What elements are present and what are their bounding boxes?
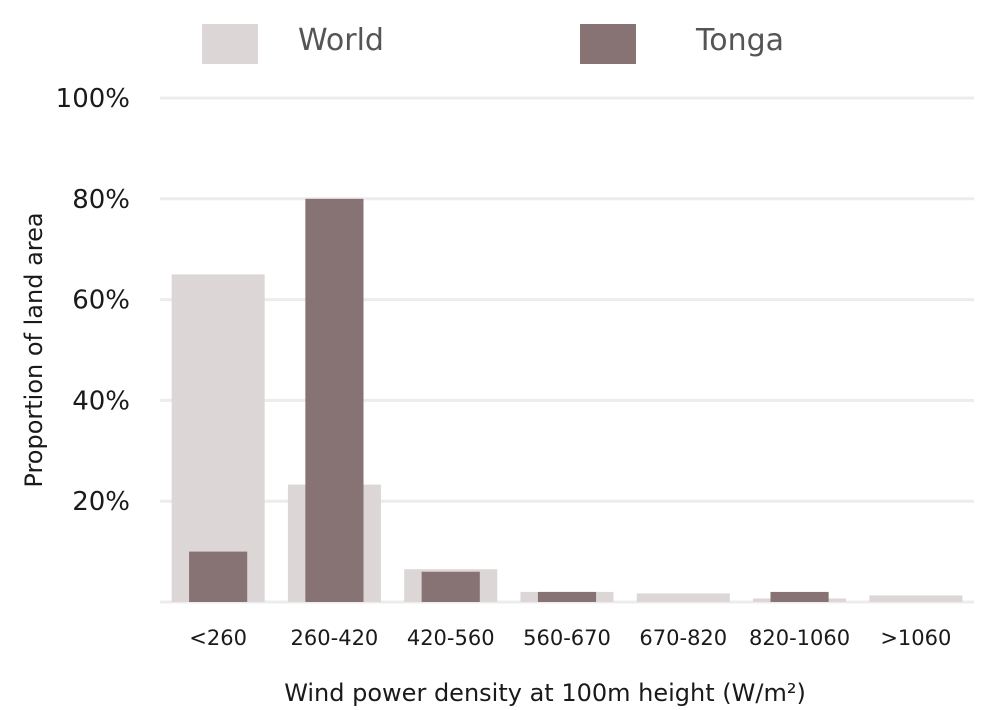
y-tick-label: 80%: [72, 185, 130, 215]
y-axis-title: Proportion of land area: [20, 212, 48, 487]
bar-world: [636, 593, 730, 602]
x-axis-ticks: <260 260-420 420-560 560-670 670-820 820-1060…: [189, 626, 951, 650]
bar-tonga: [537, 591, 597, 602]
x-tick-label: 820-1060: [749, 626, 850, 650]
x-tick-label: >1060: [880, 626, 951, 650]
bar-world: [869, 595, 963, 602]
y-tick-label: 40%: [72, 386, 130, 416]
x-tick-label: 670-820: [639, 626, 727, 650]
x-tick-label: 260-420: [291, 626, 379, 650]
bar-tonga: [421, 571, 480, 602]
legend-swatch-world: [202, 24, 258, 64]
tonga-series-bars: [189, 198, 829, 603]
gridlines: [160, 96, 974, 604]
y-tick-label: 100%: [56, 84, 130, 114]
legend-swatch-tonga: [580, 24, 636, 64]
legend-label-world: World: [298, 23, 384, 58]
y-tick-label: 20%: [72, 487, 130, 517]
x-axis-title: Wind power density at 100m height (W/m²): [284, 679, 806, 707]
x-tick-label: <260: [189, 626, 247, 650]
x-tick-label: 420-560: [407, 626, 495, 650]
y-axis-ticks: 20% 40% 60% 80% 100%: [56, 84, 130, 517]
legend: World Tonga: [202, 23, 784, 64]
world-series-bars: [171, 274, 963, 602]
bar-tonga: [770, 591, 829, 602]
bar-tonga: [189, 551, 248, 602]
bar-world: [171, 274, 265, 602]
x-tick-label: 560-670: [523, 626, 611, 650]
legend-label-tonga: Tonga: [695, 23, 784, 58]
bar-tonga: [305, 198, 364, 603]
y-tick-label: 60%: [72, 286, 130, 316]
